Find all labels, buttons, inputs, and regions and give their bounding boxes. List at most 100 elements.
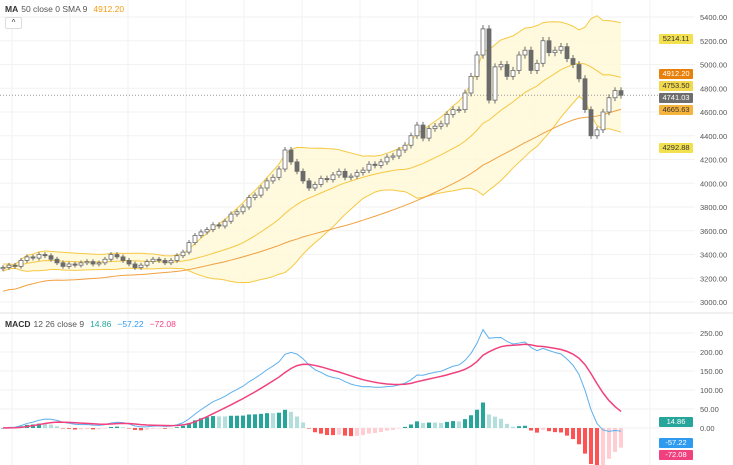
price-axis-tick: 5000.00 [700,61,727,70]
candle-up [384,156,390,163]
candle-up [252,194,258,198]
macd-histogram-bar [511,426,515,428]
macd-histogram-bar [325,428,329,436]
macd-histogram-bar [301,422,305,428]
candle-up [426,128,432,139]
candle-up [264,180,270,189]
macd-histogram-bar [517,426,521,428]
macd-histogram-bar [205,417,209,428]
macd-histogram-bar [229,415,233,428]
macd-histogram-bar [43,423,47,428]
macd-histogram-bar [589,428,593,465]
candle-down [588,109,594,137]
macd-histogram-bar [67,428,71,429]
macd-histogram-bar [409,424,413,428]
candle-up [438,123,444,127]
candle-up [234,211,240,215]
macd-histogram-bar [391,428,395,430]
macd-histogram-bar [181,425,185,428]
ma-50-line [2,108,622,292]
candle-down [306,180,312,189]
price-axis-tick: 3800.00 [700,203,727,212]
macd-histogram-bar [277,412,281,428]
candle-up [144,261,150,266]
price-label-badge: 4292.88 [659,143,693,153]
candle-down [504,64,510,77]
macd-histogram-bar [529,428,533,431]
price-axis-tick: 3000.00 [700,298,727,307]
candle-up [108,254,114,260]
candle-up [462,92,468,111]
macd-histogram-bar [607,428,611,459]
collapse-legend-button[interactable]: ^ [5,17,22,29]
candle-up [414,124,420,137]
candle-up [240,206,246,213]
macd-histogram-bar [445,421,449,428]
macd-histogram-bar [439,422,443,428]
candle-down [42,254,48,257]
candle-down [324,178,330,181]
candle-up [612,90,618,99]
candle-up [552,49,558,54]
macd-histogram-bar [241,415,245,428]
macd-histogram-bar [73,428,77,430]
price-label-badge: 4741.03 [659,93,693,103]
macd-histogram-bar [499,418,503,428]
candle-up [138,264,144,268]
candle-up [246,197,252,208]
macd-histogram-bar [343,428,347,436]
macd-axis-tick: 200.00 [700,348,723,357]
candle-up [474,54,480,77]
macd-histogram-bar [433,422,437,428]
bollinger-lower-line [2,95,622,284]
candle-down [132,263,138,268]
macd-signal-value: −72.08 [149,319,176,329]
macd-histogram-bar [253,414,257,428]
candle-up [444,113,450,125]
macd-histogram-bar [595,428,599,465]
macd-axis-tick: 150.00 [700,367,723,376]
candle-down [126,260,132,265]
candle-up [24,256,30,261]
price-label-badge: 4753.50 [659,81,693,91]
candle-up [408,135,414,146]
candle-up [480,28,486,56]
candle-up [102,258,108,264]
macd-histogram-bar [289,411,293,428]
macd-histogram-bar [187,423,191,428]
candle-down [216,224,222,227]
macd-params: 12 26 close 9 [33,319,85,329]
price-legend: MA 50 close 0 SMA 9 4912.20 [5,4,124,14]
candle-up [330,174,336,181]
candle-up [84,261,90,264]
candle-down [372,163,378,166]
macd-histogram-bar [79,428,83,430]
candle-up [468,75,474,94]
candle-up [396,149,402,157]
candle-up [168,260,174,264]
macd-histogram-bar [307,428,311,429]
candle-down [618,90,624,96]
macd-histogram-bar [265,413,269,428]
candle-up [360,169,366,173]
macd-histogram-bar [379,428,383,433]
price-axis-tick: 4400.00 [700,132,727,141]
candle-down [114,254,120,258]
macd-histogram-bar [193,420,197,428]
macd-histogram-bar [217,416,221,428]
candle-up [150,258,156,263]
macd-legend: MACD 12 26 close 9 14.86 −57.22 −72.08 [5,319,176,329]
macd-histogram-bar [367,428,371,434]
candle-up [594,129,600,137]
macd-histogram-bar [109,426,113,428]
price-axis-tick: 5400.00 [700,13,727,22]
candle-up [450,109,456,115]
macd-histogram-bar [361,428,365,436]
candle-up [492,66,498,101]
macd-histogram-bar [151,428,155,429]
candle-up [180,251,186,257]
macd-histogram-bar [331,428,335,436]
macd-histogram-bar [349,428,353,437]
candle-up [198,231,204,236]
